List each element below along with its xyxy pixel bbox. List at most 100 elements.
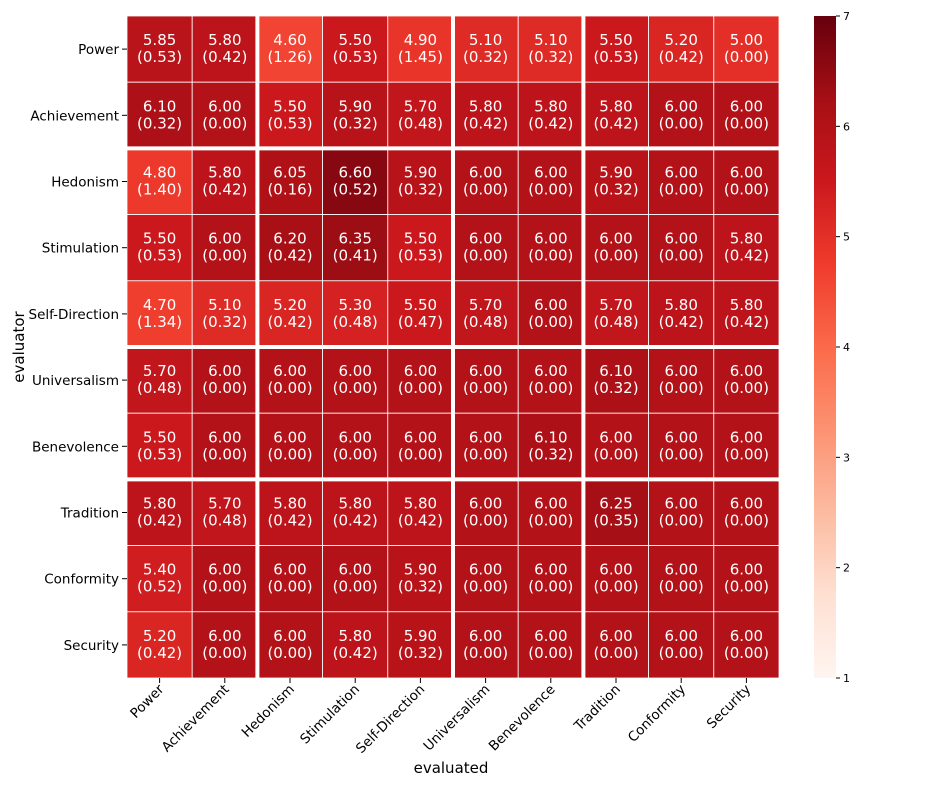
cell-std-label: (0.00)	[202, 644, 247, 662]
cell-std-label: (0.52)	[137, 578, 182, 596]
cell-mean-label: 5.50	[404, 296, 437, 314]
heatmap-cell	[713, 545, 780, 613]
cell-mean-label: 6.00	[208, 561, 241, 579]
cell-mean-label: 4.90	[404, 31, 437, 49]
cell-std-label: (0.53)	[267, 114, 312, 132]
cell-std-label: (0.42)	[659, 48, 704, 66]
cell-std-label: (0.00)	[333, 379, 378, 397]
cell-std-label: (0.53)	[137, 48, 182, 66]
x-tick-label: Power	[127, 681, 167, 721]
heatmap-cell	[648, 545, 715, 613]
cell-mean-label: 6.10	[143, 97, 176, 115]
heatmap-cell	[387, 280, 454, 348]
heatmap-cell	[191, 545, 258, 613]
heatmap-cells	[126, 15, 780, 679]
cell-std-label: (0.00)	[463, 578, 508, 596]
cell-mean-label: 6.60	[338, 164, 371, 182]
cell-std-label: (0.00)	[528, 313, 573, 331]
x-tick-label: Achievement	[159, 682, 233, 756]
heatmap-cell	[517, 611, 584, 679]
cell-std-label: (0.00)	[528, 379, 573, 397]
heatmap-cell	[126, 214, 193, 282]
heatmap-cell	[713, 412, 780, 480]
cell-std-label: (0.00)	[267, 445, 312, 463]
cell-mean-label: 5.50	[143, 230, 176, 248]
cell-mean-label: 5.40	[143, 561, 176, 579]
heatmap-cell	[452, 611, 519, 679]
cell-std-label: (0.00)	[267, 379, 312, 397]
cell-std-label: (0.00)	[659, 181, 704, 199]
cell-mean-label: 5.85	[143, 31, 176, 49]
heatmap-cell	[648, 280, 715, 348]
cell-std-label: (0.48)	[202, 512, 247, 530]
heatmap-cell	[452, 280, 519, 348]
cell-mean-label: 6.00	[404, 428, 437, 446]
heatmap-cell	[517, 478, 584, 546]
cell-mean-label: 6.00	[469, 164, 502, 182]
heatmap-cell	[322, 412, 389, 480]
cell-std-label: (0.42)	[137, 512, 182, 530]
cell-mean-label: 6.00	[730, 561, 763, 579]
heatmap-cell	[452, 478, 519, 546]
colorbar-tick-label: 5	[843, 231, 850, 244]
cell-mean-label: 6.05	[273, 164, 306, 182]
x-tick-label: Self-Direction	[353, 682, 428, 757]
colorbar-tick-label: 3	[843, 451, 850, 464]
cell-mean-label: 6.00	[664, 362, 697, 380]
cell-mean-label: 6.00	[273, 561, 306, 579]
cell-mean-label: 5.90	[599, 164, 632, 182]
heatmap-cell	[387, 478, 454, 546]
cell-std-label: (0.00)	[724, 445, 769, 463]
cell-mean-label: 5.00	[730, 31, 763, 49]
cell-std-label: (0.32)	[528, 445, 573, 463]
cell-std-label: (0.00)	[724, 644, 769, 662]
cell-mean-label: 6.00	[338, 428, 371, 446]
cell-mean-label: 6.10	[534, 428, 567, 446]
cell-mean-label: 6.00	[599, 561, 632, 579]
cell-mean-label: 6.00	[208, 230, 241, 248]
heatmap-cell	[517, 346, 584, 414]
cell-std-label: (0.00)	[659, 379, 704, 397]
cell-mean-label: 5.80	[273, 495, 306, 513]
cell-std-label: (0.00)	[593, 578, 638, 596]
cell-std-label: (0.00)	[202, 578, 247, 596]
heatmap-cell	[126, 147, 193, 215]
cell-std-label: (0.42)	[528, 114, 573, 132]
cell-std-label: (0.32)	[333, 114, 378, 132]
cell-std-label: (0.42)	[333, 512, 378, 530]
heatmap-cell	[126, 412, 193, 480]
colorbar-tick-label: 2	[843, 562, 850, 575]
cell-mean-label: 5.70	[469, 296, 502, 314]
cell-mean-label: 6.00	[664, 428, 697, 446]
cell-std-label: (0.53)	[398, 247, 443, 265]
heatmap-cell	[583, 545, 650, 613]
y-tick-label: Achievement	[30, 108, 119, 124]
cell-mean-label: 6.00	[208, 627, 241, 645]
cell-std-label: (0.00)	[659, 114, 704, 132]
cell-std-label: (0.32)	[398, 644, 443, 662]
heatmap-cell	[713, 147, 780, 215]
heatmap-cell	[322, 346, 389, 414]
cell-std-label: (0.48)	[398, 114, 443, 132]
cell-std-label: (0.32)	[593, 181, 638, 199]
heatmap-cell	[713, 611, 780, 679]
cell-std-label: (0.00)	[267, 578, 312, 596]
group-separators	[127, 16, 779, 678]
x-tick-label: Security	[704, 682, 755, 733]
x-tick-label: Stimulation	[297, 682, 363, 748]
heatmap-cell	[713, 15, 780, 83]
heatmap-cell	[322, 81, 389, 149]
heatmap-cell	[256, 147, 323, 215]
cell-mean-label: 5.80	[143, 495, 176, 513]
heatmap-cell	[713, 280, 780, 348]
cell-mean-label: 5.80	[404, 495, 437, 513]
heatmap-cell	[387, 214, 454, 282]
cell-std-label: (0.00)	[724, 379, 769, 397]
cell-mean-label: 6.00	[273, 362, 306, 380]
heatmap-cell	[387, 147, 454, 215]
cell-mean-label: 6.00	[469, 428, 502, 446]
cell-mean-label: 6.00	[208, 428, 241, 446]
colorbar-tick-label: 7	[843, 10, 850, 23]
cell-mean-label: 5.70	[599, 296, 632, 314]
cell-std-label: (0.42)	[398, 512, 443, 530]
